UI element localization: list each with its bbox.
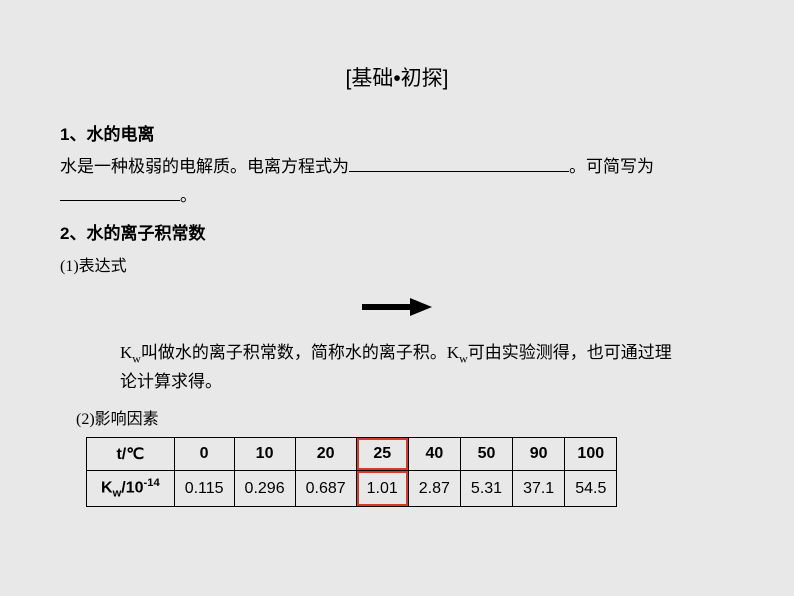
col-h: 10 bbox=[234, 438, 295, 471]
section1-body: 水是一种极弱的电解质。电离方程式为 。可简写为。 bbox=[60, 153, 734, 211]
cell: 0.115 bbox=[174, 471, 234, 507]
cell: 2.87 bbox=[408, 471, 460, 507]
cell: 0.687 bbox=[295, 471, 356, 507]
page-container: [基础•初探] 1、水的电离 水是一种极弱的电解质。电离方程式为 。可简写为。 2… bbox=[0, 0, 794, 507]
kw-table: t/℃ 0 10 20 25 40 50 90 100 Kw/10-14 0.1… bbox=[86, 437, 617, 507]
section1-text-c: 。 bbox=[180, 186, 197, 205]
col-h: 20 bbox=[295, 438, 356, 471]
blank-short-form bbox=[60, 184, 180, 201]
cell: 5.31 bbox=[460, 471, 512, 507]
kw-sub2: w bbox=[459, 351, 468, 365]
row-label-a: K bbox=[101, 480, 113, 497]
row-label-sub: w bbox=[113, 488, 122, 500]
cell: 54.5 bbox=[565, 471, 617, 507]
section2-sub2: (2)影响因素 bbox=[76, 405, 734, 429]
col-h-highlight: 25 bbox=[356, 438, 408, 471]
col-h: 50 bbox=[460, 438, 512, 471]
section2-sub1: (1)表达式 bbox=[60, 252, 734, 276]
col-h: 40 bbox=[408, 438, 460, 471]
table-data-row: Kw/10-14 0.115 0.296 0.687 1.01 2.87 5.3… bbox=[87, 471, 617, 507]
kw-sub1: w bbox=[132, 351, 141, 365]
section1-text-b: 。可简写为 bbox=[569, 157, 654, 176]
blank-equation bbox=[349, 155, 569, 172]
page-title: [基础•初探] bbox=[60, 62, 734, 92]
cell: 37.1 bbox=[513, 471, 565, 507]
col-h: 100 bbox=[565, 438, 617, 471]
header-label: t/℃ bbox=[87, 438, 175, 471]
row-label-b: /10 bbox=[121, 480, 143, 497]
kw-note: Kw叫做水的离子积常数，简称水的离子积。Kw可由实验测得，也可通过理论计算求得。 bbox=[120, 339, 674, 396]
arrow-icon bbox=[362, 298, 432, 321]
row-label: Kw/10-14 bbox=[87, 471, 175, 507]
cell: 0.296 bbox=[234, 471, 295, 507]
table-header-row: t/℃ 0 10 20 25 40 50 90 100 bbox=[87, 438, 617, 471]
cell-highlight: 1.01 bbox=[356, 471, 408, 507]
arrow-container bbox=[60, 298, 734, 321]
col-h: 90 bbox=[513, 438, 565, 471]
section2-heading: 2、水的离子积常数 bbox=[60, 219, 734, 244]
kw-note-a: K bbox=[120, 343, 132, 362]
kw-note-b: 叫做水的离子积常数，简称水的离子积。K bbox=[141, 343, 459, 362]
row-label-sup: -14 bbox=[144, 477, 160, 489]
section1-heading: 1、水的电离 bbox=[60, 120, 734, 145]
section1-text-a: 水是一种极弱的电解质。电离方程式为 bbox=[60, 157, 349, 176]
col-h: 0 bbox=[174, 438, 234, 471]
